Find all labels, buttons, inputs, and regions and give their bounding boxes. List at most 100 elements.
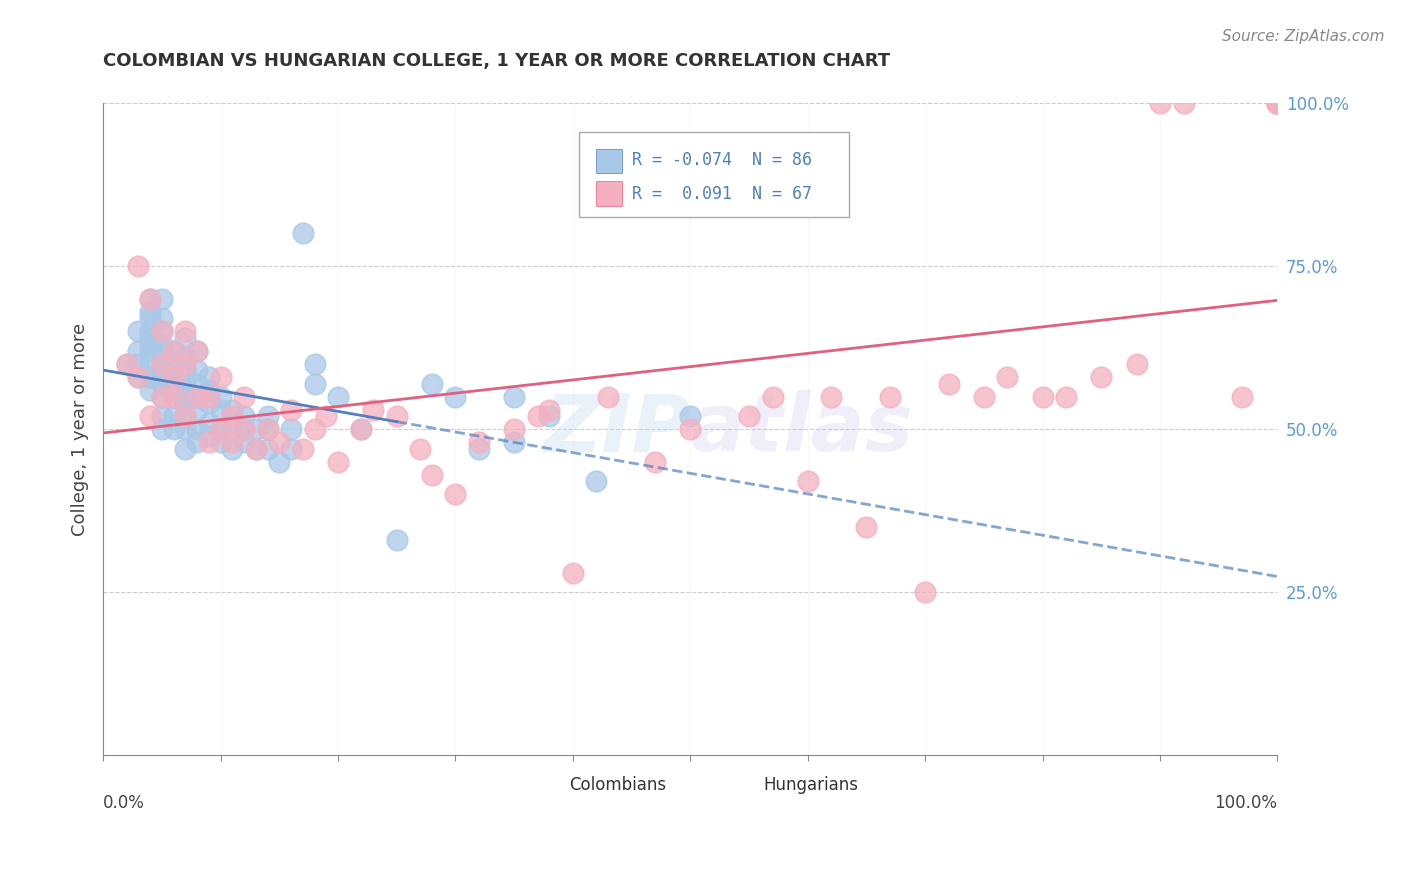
- Point: [127, 259, 149, 273]
- Point: [644, 455, 666, 469]
- Point: [221, 402, 243, 417]
- Point: [198, 428, 221, 442]
- Point: [115, 357, 138, 371]
- Point: [162, 370, 184, 384]
- Point: [503, 435, 526, 450]
- Point: [280, 402, 302, 417]
- Point: [186, 422, 208, 436]
- Text: 100.0%: 100.0%: [1215, 795, 1278, 813]
- Point: [233, 409, 256, 424]
- Point: [938, 376, 960, 391]
- Point: [127, 357, 149, 371]
- Point: [503, 422, 526, 436]
- Point: [1267, 95, 1289, 110]
- Point: [304, 422, 326, 436]
- Point: [233, 422, 256, 436]
- Point: [315, 409, 337, 424]
- Point: [269, 435, 291, 450]
- Point: [291, 442, 314, 456]
- Point: [291, 227, 314, 241]
- Point: [209, 370, 232, 384]
- Point: [914, 585, 936, 599]
- Point: [139, 324, 162, 338]
- Point: [150, 343, 173, 358]
- Point: [561, 566, 583, 580]
- Point: [139, 292, 162, 306]
- Point: [326, 455, 349, 469]
- Point: [127, 343, 149, 358]
- Point: [468, 435, 491, 450]
- FancyBboxPatch shape: [579, 132, 849, 217]
- Point: [420, 467, 443, 482]
- Point: [245, 442, 267, 456]
- Point: [1267, 95, 1289, 110]
- Point: [209, 422, 232, 436]
- Point: [186, 343, 208, 358]
- Point: [139, 383, 162, 397]
- Point: [855, 520, 877, 534]
- Point: [150, 390, 173, 404]
- Point: [256, 409, 278, 424]
- FancyBboxPatch shape: [596, 149, 623, 173]
- Point: [127, 370, 149, 384]
- Point: [385, 533, 408, 547]
- Point: [162, 343, 184, 358]
- Point: [245, 442, 267, 456]
- Point: [598, 390, 620, 404]
- Point: [350, 422, 373, 436]
- Point: [679, 422, 702, 436]
- Point: [350, 422, 373, 436]
- Point: [233, 422, 256, 436]
- Point: [150, 324, 173, 338]
- Point: [221, 409, 243, 424]
- Point: [1232, 390, 1254, 404]
- Point: [198, 370, 221, 384]
- Point: [150, 337, 173, 351]
- Point: [233, 435, 256, 450]
- Point: [174, 351, 197, 365]
- Point: [150, 324, 173, 338]
- Text: atlas: atlas: [690, 390, 912, 468]
- Point: [233, 390, 256, 404]
- Point: [468, 442, 491, 456]
- Point: [150, 292, 173, 306]
- FancyBboxPatch shape: [537, 773, 564, 796]
- Point: [245, 422, 267, 436]
- Point: [221, 435, 243, 450]
- Text: Source: ZipAtlas.com: Source: ZipAtlas.com: [1222, 29, 1385, 44]
- Point: [256, 422, 278, 436]
- Point: [186, 390, 208, 404]
- Point: [796, 475, 818, 489]
- Point: [585, 475, 607, 489]
- Point: [139, 370, 162, 384]
- Point: [186, 343, 208, 358]
- Text: 0.0%: 0.0%: [103, 795, 145, 813]
- Point: [1173, 95, 1195, 110]
- Point: [186, 435, 208, 450]
- Point: [409, 442, 432, 456]
- Text: Hungarians: Hungarians: [763, 776, 858, 794]
- Point: [256, 422, 278, 436]
- Point: [186, 402, 208, 417]
- Point: [139, 409, 162, 424]
- Point: [326, 390, 349, 404]
- Point: [198, 435, 221, 450]
- Point: [209, 435, 232, 450]
- Point: [139, 331, 162, 345]
- Text: ZIP: ZIP: [543, 390, 690, 468]
- Point: [761, 390, 783, 404]
- Text: COLOMBIAN VS HUNGARIAN COLLEGE, 1 YEAR OR MORE CORRELATION CHART: COLOMBIAN VS HUNGARIAN COLLEGE, 1 YEAR O…: [103, 53, 890, 70]
- Point: [820, 390, 842, 404]
- Point: [526, 409, 548, 424]
- Point: [361, 402, 384, 417]
- Point: [150, 311, 173, 326]
- Point: [995, 370, 1018, 384]
- Point: [209, 390, 232, 404]
- Point: [139, 357, 162, 371]
- Point: [385, 409, 408, 424]
- Point: [150, 357, 173, 371]
- Point: [503, 390, 526, 404]
- Point: [150, 370, 173, 384]
- Point: [174, 357, 197, 371]
- Point: [162, 376, 184, 391]
